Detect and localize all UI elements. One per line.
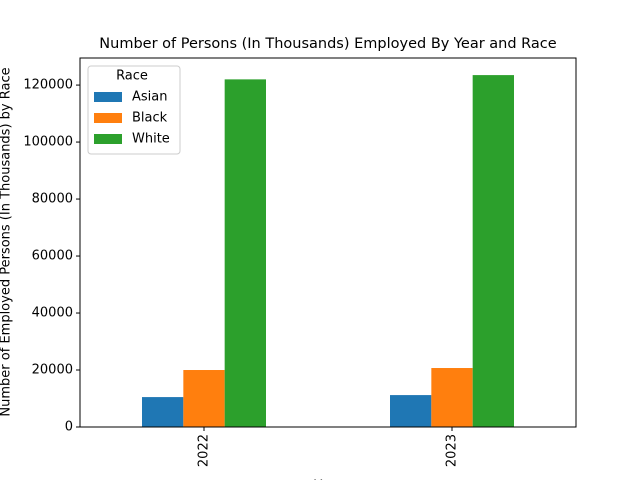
chart-title: Number of Persons (In Thousands) Employe… bbox=[99, 36, 556, 52]
plot-frame bbox=[79, 57, 577, 428]
bar bbox=[472, 75, 514, 427]
bar bbox=[142, 397, 184, 427]
bar bbox=[390, 395, 432, 427]
legend-swatch bbox=[94, 92, 122, 102]
bar bbox=[224, 79, 266, 427]
y-tick-label: 40000 bbox=[32, 306, 73, 321]
y-tick-label: 100000 bbox=[23, 135, 73, 150]
x-axis-label: Year bbox=[313, 479, 342, 480]
legend-label: Black bbox=[132, 111, 168, 126]
legend-label: Asian bbox=[132, 90, 167, 105]
y-tick-label: 120000 bbox=[23, 78, 73, 93]
legend-label: White bbox=[132, 132, 170, 147]
legend-swatch bbox=[94, 113, 122, 123]
x-tick-label: 2022 bbox=[197, 434, 212, 467]
y-tick-label: 20000 bbox=[32, 363, 73, 378]
bar bbox=[431, 368, 473, 427]
legend-box bbox=[87, 65, 181, 155]
legend-swatch bbox=[94, 134, 122, 144]
y-tick-label: 0 bbox=[65, 420, 73, 435]
y-tick-label: 60000 bbox=[32, 249, 73, 264]
y-axis-label: Number of Employed Persons (In Thousands… bbox=[0, 67, 14, 416]
y-tick-label: 80000 bbox=[32, 192, 73, 207]
x-tick-label: 2023 bbox=[445, 434, 460, 467]
legend-title: Race bbox=[116, 69, 148, 84]
bar bbox=[183, 370, 225, 427]
